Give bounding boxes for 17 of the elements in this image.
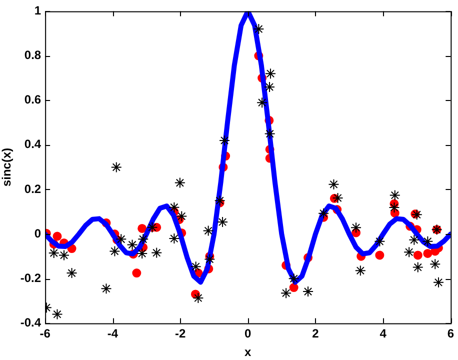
y-tick-label: -0.2 <box>20 270 42 285</box>
x-tick-label: -2 <box>174 326 186 341</box>
x-axis-title: x <box>244 345 252 360</box>
y-tick-label: 0 <box>34 226 42 240</box>
y-tick-label: 1 <box>34 4 42 18</box>
y-tick-label: -0.4 <box>20 316 42 330</box>
y-tick-label: 0.6 <box>24 92 42 107</box>
x-tick-label: -6 <box>40 326 51 341</box>
y-tick-label: 0.4 <box>24 137 42 152</box>
y-tick-label: 0.2 <box>24 182 42 196</box>
y-axis-title: sinc(x) <box>0 148 14 187</box>
x-tick-label: 6 <box>447 326 454 341</box>
x-tick-label: 0 <box>244 326 252 341</box>
x-tick-label: 4 <box>380 326 387 341</box>
x-tick-label: 2 <box>312 326 320 341</box>
x-tick-label: -4 <box>107 326 118 341</box>
y-tick-label: 0.8 <box>24 48 42 62</box>
